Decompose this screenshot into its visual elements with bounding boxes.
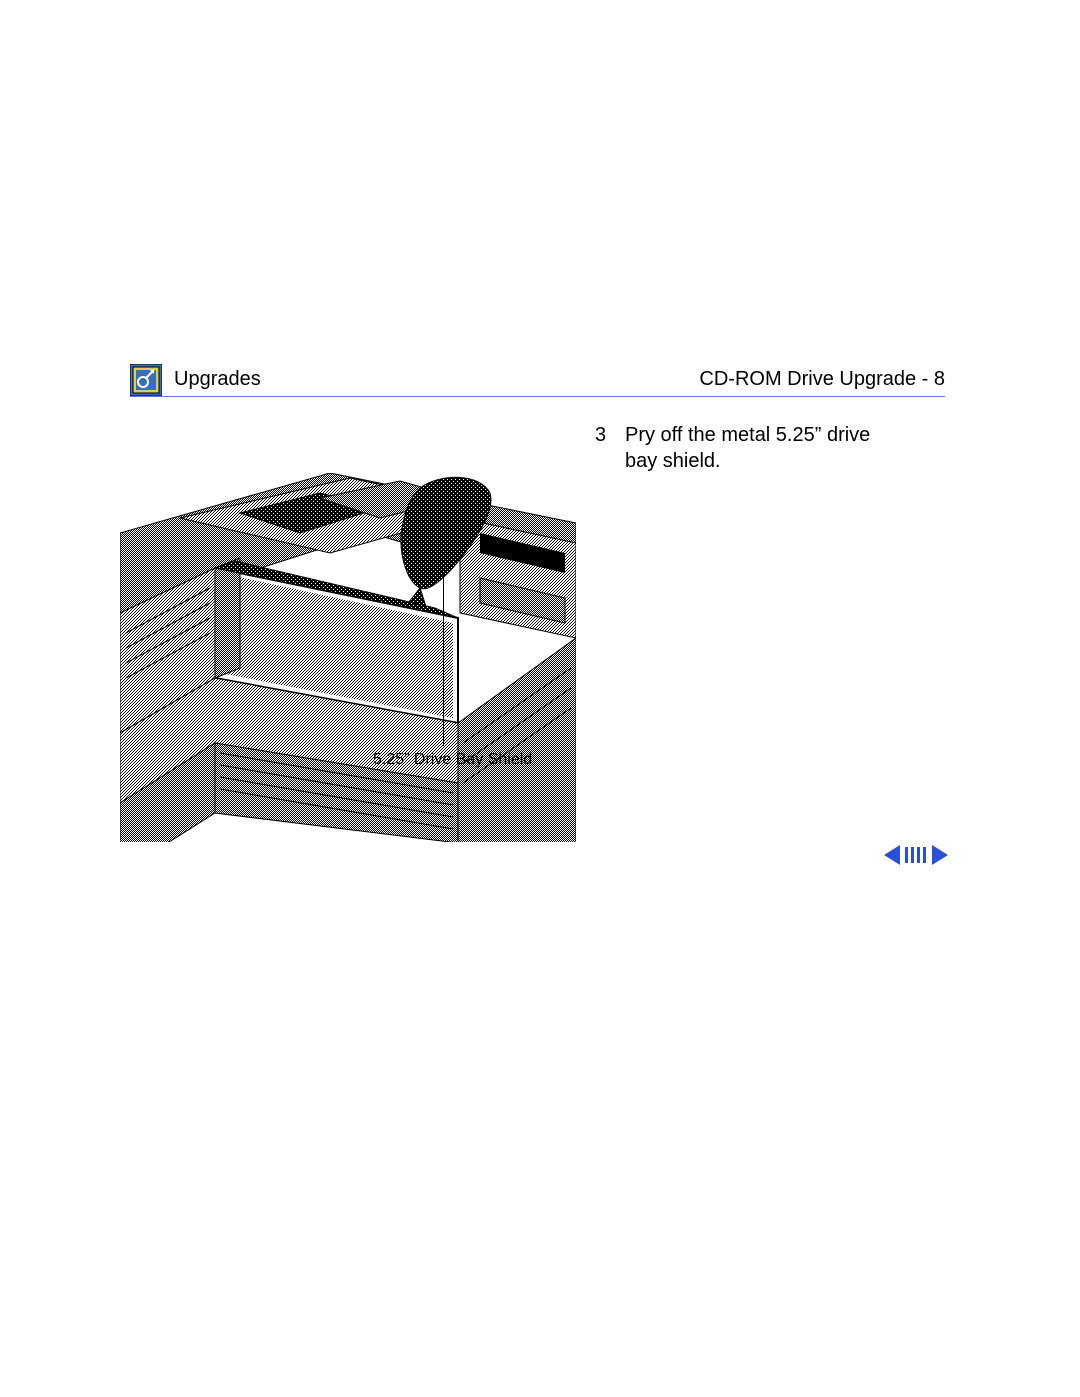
callout-line xyxy=(443,573,444,746)
header-rule xyxy=(130,396,945,397)
next-page-arrow-icon[interactable] xyxy=(932,845,948,865)
upgrades-icon xyxy=(130,364,162,396)
figure-caption: 5.25” Drive Bay Shield xyxy=(373,751,593,769)
instruction-figure: 5.25” Drive Bay Shield xyxy=(120,473,576,842)
drive-bay-illustration xyxy=(120,473,576,842)
prev-page-arrow-icon[interactable] xyxy=(884,845,900,865)
step-number: 3 xyxy=(595,422,606,448)
instruction-step: 3 Pry off the metal 5.25” drive bay shie… xyxy=(595,422,875,474)
step-text: Pry off the metal 5.25” drive bay shield… xyxy=(625,422,875,474)
page-header: Upgrades CD-ROM Drive Upgrade - 8 xyxy=(130,370,945,406)
page-bars-icon xyxy=(905,847,926,863)
section-label: Upgrades xyxy=(174,368,261,391)
page-nav xyxy=(884,843,948,872)
document-page: Upgrades CD-ROM Drive Upgrade - 8 xyxy=(0,0,1080,1397)
page-title: CD-ROM Drive Upgrade - 8 xyxy=(699,368,945,391)
